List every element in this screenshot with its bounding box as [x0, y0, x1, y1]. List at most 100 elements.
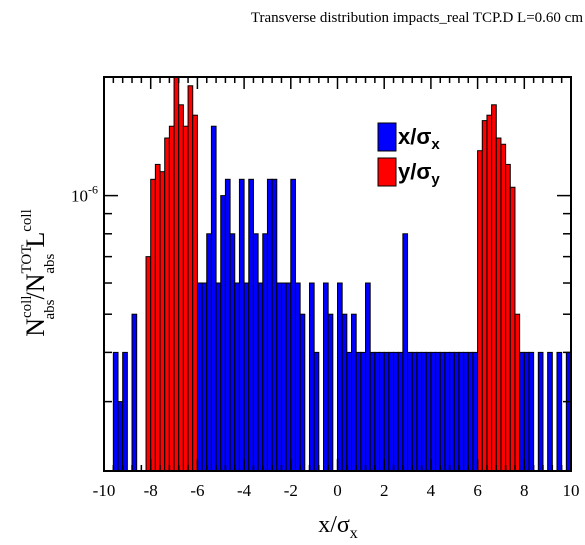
- bar-x-21: [243, 282, 250, 472]
- bar-y-6: [173, 76, 180, 472]
- bar-x-39: [341, 313, 348, 472]
- legend-swatch-y: [377, 157, 397, 187]
- bar-x-63: [453, 351, 460, 472]
- bar-x-45: [369, 351, 376, 472]
- y-label-n1-sup: coll: [19, 295, 35, 318]
- bar-x-62: [449, 351, 455, 472]
- bar-x-38: [337, 282, 343, 472]
- x-tick-label: 10: [563, 481, 580, 500]
- bar-y-2: [154, 163, 161, 472]
- bar-x-44: [365, 282, 371, 472]
- y-label-n2: N: [21, 273, 50, 292]
- bar-x-50: [393, 351, 399, 472]
- bar-x-17: [224, 178, 231, 472]
- bar-x-22: [248, 178, 254, 472]
- bar-x-24: [257, 282, 264, 472]
- legend-label-y: y/σy: [398, 159, 440, 188]
- x-tick-label: -6: [190, 481, 204, 500]
- bar-x-34: [308, 282, 315, 472]
- legend-label-y-sub: y: [431, 171, 440, 188]
- bar-x-18: [229, 233, 236, 472]
- bar-y-19: [514, 313, 521, 472]
- x-tick-label: 4: [427, 481, 436, 500]
- bar-x-19: [234, 282, 240, 472]
- bar-x-42: [355, 351, 362, 472]
- y-label-slash: /: [21, 291, 50, 299]
- bar-x-40: [346, 351, 353, 472]
- x-tick-label: -4: [237, 481, 252, 500]
- bar-x-65: [463, 351, 469, 472]
- bar-x-60: [439, 351, 446, 472]
- bar-y-12: [481, 120, 488, 472]
- bar-x-55: [416, 351, 423, 472]
- bar-x-20: [238, 178, 245, 472]
- bar-x-48: [383, 351, 390, 472]
- plot-frame: [103, 76, 572, 472]
- bar-x-78: [523, 351, 530, 472]
- x-tick-label: 0: [333, 481, 342, 500]
- y-tick-base: 10: [71, 187, 88, 206]
- y-tick-label: 10-6: [71, 183, 98, 206]
- y-label-l-sup: coll: [19, 209, 35, 232]
- bar-y-4: [164, 137, 170, 472]
- bar-x-13: [206, 233, 212, 472]
- bar-x-11: [196, 282, 203, 472]
- bar-y-11: [477, 150, 483, 472]
- x-tick-label: -10: [93, 481, 116, 500]
- x-axis-label-sub: x: [350, 525, 358, 542]
- bar-x-64: [458, 351, 465, 472]
- bar-y-0: [145, 256, 152, 472]
- bar-x-28: [276, 282, 282, 472]
- legend-label-x: x/σx: [398, 124, 440, 153]
- bar-y-8: [182, 125, 189, 472]
- bar-y-13: [486, 114, 493, 472]
- bar-x-61: [444, 351, 451, 472]
- bar-x-14: [210, 125, 217, 472]
- x-axis-label: x/σx: [318, 512, 358, 542]
- bar-x-35: [313, 351, 320, 472]
- bar-x-12: [201, 282, 208, 472]
- bar-y-9: [187, 85, 194, 472]
- bar-x-80: [537, 351, 544, 472]
- bar-x-1: [117, 401, 124, 472]
- legend-swatch-x: [377, 122, 397, 152]
- bar-x-82: [556, 351, 563, 472]
- bar-y-7: [178, 104, 184, 472]
- bar-x-30: [285, 282, 292, 472]
- bar-x-67: [472, 351, 479, 472]
- y-label-l: L: [21, 232, 50, 248]
- bar-x-46: [374, 351, 381, 472]
- bar-x-33: [299, 313, 306, 472]
- bar-x-53: [407, 351, 413, 472]
- bar-x-49: [388, 351, 395, 472]
- bar-x-2: [122, 351, 128, 472]
- bar-x-0: [112, 351, 119, 472]
- x-tick-label: -2: [284, 481, 298, 500]
- x-tick-labels: -10 -8 -6 -4 -2 0 2 4 6 8 10: [93, 481, 580, 500]
- bar-x-59: [435, 351, 441, 472]
- x-tick-label: 2: [380, 481, 389, 500]
- y-tick-exp: -6: [88, 183, 98, 197]
- bar-x-47: [379, 351, 385, 472]
- bar-y-10: [192, 114, 198, 472]
- bar-x-16: [220, 195, 226, 472]
- bar-x-36: [322, 282, 329, 472]
- y-axis-label: Ncoll abs/NTOT absLcoll: [19, 209, 58, 337]
- chart-title: Transverse distribution impacts_real TCP…: [251, 10, 584, 26]
- bar-x-81: [547, 351, 553, 472]
- legend-label-x-main: x/σ: [398, 124, 431, 149]
- bar-y-14: [491, 104, 497, 472]
- bar-y-3: [159, 171, 166, 472]
- bar-y-15: [495, 137, 502, 472]
- legend-label-y-main: y/σ: [398, 159, 431, 184]
- bar-x-31: [290, 178, 296, 472]
- bar-x-43: [360, 351, 367, 472]
- bar-x-79: [528, 351, 535, 472]
- bar-x-57: [425, 351, 432, 472]
- bar-x-15: [215, 282, 222, 472]
- bar-x-56: [421, 351, 427, 472]
- bar-x-52: [402, 233, 409, 472]
- y-label-n1: N: [21, 318, 50, 337]
- x-tick-label: -8: [144, 481, 158, 500]
